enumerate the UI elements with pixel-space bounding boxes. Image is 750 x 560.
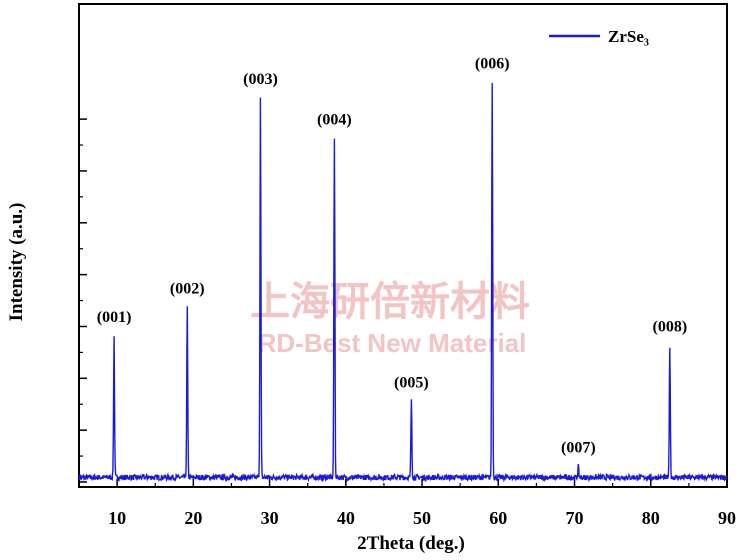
x-tick-label: 60 (489, 508, 507, 528)
x-tick-label: 70 (566, 508, 584, 528)
peak-label: (003) (243, 71, 278, 88)
peak-label: (004) (317, 111, 352, 128)
peak-label: (002) (170, 280, 205, 297)
peak-label: (001) (97, 309, 132, 326)
x-ticks: 10 20 30 40 50 60 70 80 90 (78, 479, 736, 528)
legend-label: ZrSe₃ (608, 27, 649, 46)
watermark: 上海研倍新材料 RD-Best New Material (250, 279, 530, 358)
x-tick-label: 20 (184, 508, 202, 528)
x-tick-label: 30 (261, 508, 279, 528)
x-tick-label: 10 (108, 508, 126, 528)
legend: ZrSe₃ (549, 27, 649, 46)
x-tick-label: 50 (413, 508, 431, 528)
y-ticks (79, 118, 87, 483)
peak-label: (005) (394, 374, 429, 391)
peak-label: (007) (561, 440, 596, 457)
peak-labels: (001) (002) (003) (004) (005) (006) (007) (008) (97, 56, 687, 457)
x-tick-label: 40 (337, 508, 355, 528)
y-axis-title: Intensity (a.u.) (6, 203, 27, 322)
x-tick-label: 80 (642, 508, 660, 528)
x-tick-label: 90 (718, 508, 736, 528)
plot-frame (78, 3, 728, 488)
peak-label: (006) (475, 56, 510, 73)
series-line-zrse3 (78, 82, 728, 483)
peak-label: (008) (652, 319, 687, 336)
x-axis-title: 2Theta (deg.) (357, 533, 465, 554)
watermark-cn: 上海研倍新材料 (250, 279, 530, 325)
watermark-en: RD-Best New Material (258, 328, 527, 358)
